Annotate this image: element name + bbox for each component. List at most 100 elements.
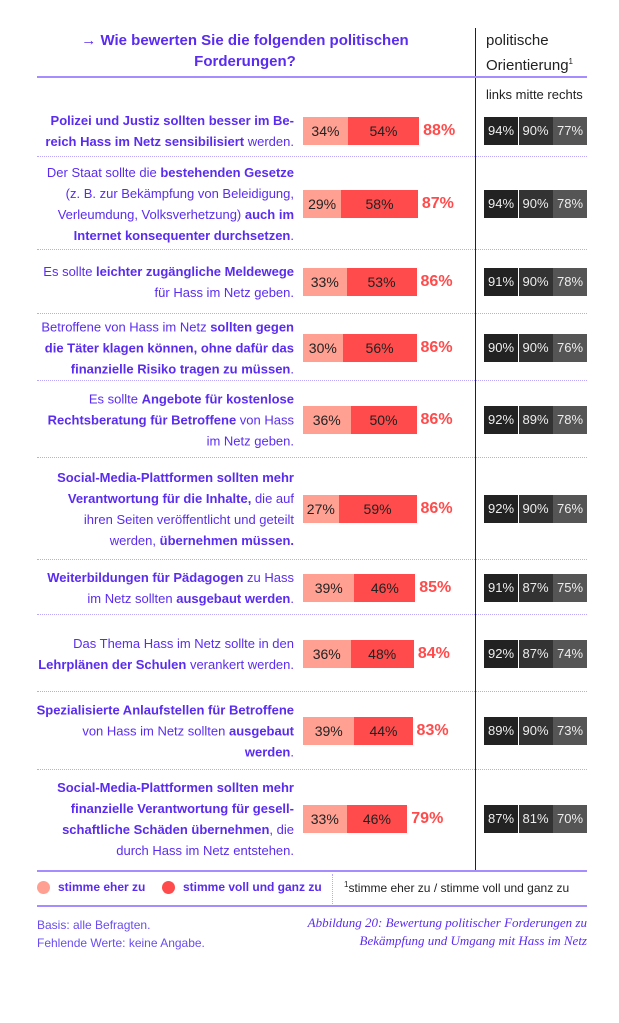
orientation-rechts: 78% [553, 405, 587, 434]
statement-bold: Lehrplänen der Schulen [38, 656, 187, 672]
chart-row: Social-Media-Plattformen sollten mehr fi… [0, 770, 619, 868]
row-statement: Social-Media-Plattformen sollten mehr fi… [36, 777, 294, 861]
chart-row: Polizei und Justiz sollten besser im Be­… [0, 105, 619, 157]
chart-row: Es sollte Angebote für kostenlose Rechts… [0, 381, 619, 458]
chart-row: Social-Media-Plattformen sollten mehr Ve… [0, 458, 619, 560]
statement-text: verankert werden. [186, 656, 294, 672]
orientation-mitte: 90% [518, 333, 553, 362]
row-divider [37, 769, 587, 770]
bar-voll: 44% [354, 717, 413, 745]
total-label: 79% [411, 810, 444, 827]
bar-eher: 39% [303, 573, 355, 602]
chart-row: Spezialisierte Anlaufstellen für Betroff… [0, 692, 619, 770]
orientation-mitte: 89% [518, 405, 553, 434]
statement-text: . [290, 744, 294, 760]
row-statement: Weiterbildungen für Pädagogen zu Hass im… [36, 567, 294, 609]
statement-text: , die durch Hass im Netz entstehen. [116, 822, 294, 858]
statement-text: Der Staat sollte die [46, 164, 161, 180]
footnote-marker: 1 [568, 57, 573, 66]
orientation-links: 91% [484, 573, 518, 602]
statement-text: Betroffene von Hass im Netz [41, 319, 211, 334]
orientation-mitte: 90% [518, 717, 553, 745]
row-statement: Es sollte leichter zugängliche Meldewege… [36, 261, 294, 303]
statement-bold: Social-Media-Plattformen sollten mehr fi… [57, 780, 294, 837]
orientation-links: 94% [484, 117, 518, 145]
chart-row: Das Thema Hass im Netz sollte in den Leh… [0, 615, 619, 692]
orientation-links: 91% [484, 268, 518, 296]
orientation-mitte: 87% [518, 573, 553, 602]
row-divider [37, 559, 587, 560]
statement-text: zu Hass im Netz sollten [87, 569, 294, 606]
bar-voll: 56% [342, 333, 417, 362]
caption-line: Abbildung 20: Bewertung politischer Ford… [307, 915, 587, 930]
statement-bold: auch im Internet konsequenter durchsetze… [73, 206, 294, 243]
row-divider [37, 380, 587, 381]
statement-text: Das Thema Hass im Netz sollte in den [73, 635, 294, 651]
statement-bold: Social-Media-Plattformen sollten mehr Ve… [57, 470, 294, 506]
statement-bold: ausgebaut werden [176, 590, 291, 606]
orientation-mitte: 81% [518, 805, 553, 833]
bar-eher: 33% [303, 268, 347, 296]
bar-eher: 36% [303, 639, 351, 668]
bar-voll: 46% [354, 573, 416, 602]
bar-eher: 29% [303, 189, 342, 218]
total-label: 88% [423, 122, 456, 139]
total-label: 86% [420, 273, 453, 290]
statement-bold: ausgebaut werden [228, 723, 294, 760]
bar-eher: 30% [303, 333, 343, 362]
bar-voll: 58% [341, 189, 418, 218]
statement-bold: übernehmen müssen. [159, 533, 294, 548]
statement-bold: sollten ge­gen die Täter klagen können, … [44, 319, 294, 376]
chart-row: Es sollte leichter zugängliche Meldewege… [0, 250, 619, 314]
orientation-mitte: 90% [518, 495, 553, 523]
legend-item-voll: stimme voll und ganz zu [162, 880, 322, 894]
row-statement: Spezialisierte Anlaufstellen für Betroff… [36, 700, 294, 763]
orientation-rechts: 76% [553, 333, 587, 362]
statement-text: von Hass im Netz geben. [206, 412, 294, 448]
orientation-mitte: 87% [518, 639, 553, 668]
row-divider [37, 313, 587, 314]
statement-text: . [290, 361, 294, 376]
row-statement: Social-Media-Plattformen sollten mehr Ve… [36, 467, 294, 551]
total-label: 86% [420, 338, 453, 356]
statement-bold: Angebote für kostenlose Rechtsberatung f… [47, 391, 294, 427]
statement-text: von Hass im Netz sollten [82, 723, 229, 739]
row-statement: Das Thema Hass im Netz sollte in den Leh… [36, 633, 294, 675]
row-divider [37, 614, 587, 615]
orientation-rechts: 75% [553, 573, 587, 602]
row-divider [37, 691, 587, 692]
figure-caption: Abbildung 20: Bewertung politischer Ford… [308, 914, 587, 950]
statement-bold: bestehenden Gesetze [160, 164, 294, 180]
total-label: 83% [416, 722, 449, 739]
footnote: 1stimme eher zu / stimme voll und ganz z… [344, 880, 569, 895]
orientation-mitte: 90% [518, 189, 553, 218]
orientation-rechts: 77% [553, 117, 587, 145]
bar-eher: 39% [303, 717, 355, 745]
bar-voll: 50% [350, 405, 417, 434]
bar-voll: 54% [347, 117, 420, 145]
bar-voll: 59% [338, 495, 417, 523]
total-label: 85% [419, 578, 452, 596]
row-statement: Betroffene von Hass im Netz sollten ge­g… [36, 316, 294, 379]
total-label: 86% [420, 410, 453, 428]
orientation-links: 92% [484, 405, 518, 434]
orientation-links: 90% [484, 333, 518, 362]
chart-row: Weiterbildungen für Pädagogen zu Hass im… [0, 560, 619, 615]
legend-label: stimme voll und ganz zu [183, 880, 322, 894]
row-statement: Der Staat sollte die bestehenden Gesetze… [36, 162, 294, 246]
legend-label: stimme eher zu [58, 880, 146, 894]
statement-text: Es sollte [88, 391, 142, 406]
basis-note: Basis: alle Befragten. Fehlende Werte: ke… [37, 916, 205, 952]
statement-text: (z. B. zur Bekämpfung von Beleidigung, V… [57, 185, 294, 222]
legend-dot-icon [37, 880, 50, 894]
legend-divider [332, 874, 333, 904]
orientation-rechts: 78% [553, 268, 587, 296]
bar-eher: 27% [303, 495, 339, 523]
legend-bottom-rule [37, 905, 587, 907]
row-statement: Polizei und Justiz sollten besser im Be­… [36, 110, 294, 152]
statement-text: . [290, 590, 294, 606]
bar-voll: 53% [346, 268, 417, 296]
column-divider [475, 28, 476, 870]
question-title: → Wie bewerten Sie die folgenden politis… [60, 30, 430, 72]
